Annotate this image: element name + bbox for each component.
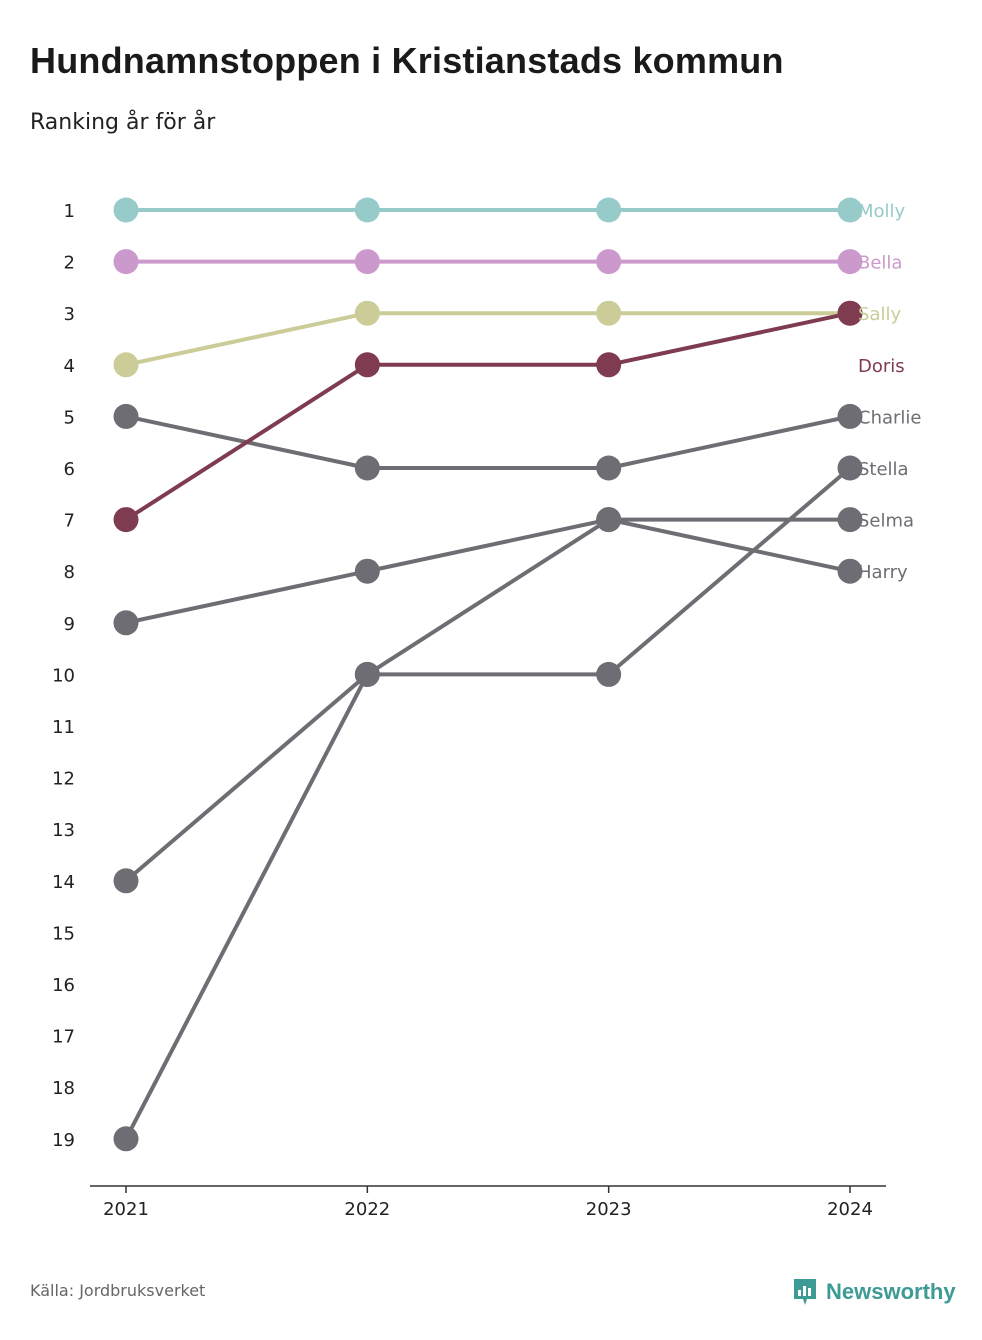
point-molly-2021 bbox=[113, 197, 139, 223]
point-harry-2023 bbox=[596, 507, 622, 533]
series-line-stella bbox=[124, 466, 852, 1141]
y-tick-label: 4 bbox=[64, 356, 75, 377]
series-label-harry: Harry bbox=[858, 562, 908, 583]
y-tick-label: 6 bbox=[64, 459, 75, 480]
brand-name: Newsworthy bbox=[826, 1279, 956, 1304]
series-line-charlie bbox=[124, 414, 852, 470]
point-sally-2023 bbox=[596, 300, 622, 326]
y-tick-label: 19 bbox=[52, 1130, 75, 1151]
point-selma-2022 bbox=[354, 558, 380, 584]
y-tick-label: 14 bbox=[52, 872, 75, 893]
point-doris-2021 bbox=[113, 507, 139, 533]
series-label-bella: Bella bbox=[858, 253, 902, 274]
y-tick-label: 15 bbox=[52, 923, 75, 944]
x-axis: 2021 2022 2023 2024 bbox=[90, 1185, 886, 1220]
brand-logo[interactable]: Newsworthy bbox=[792, 1277, 956, 1307]
y-tick-label: 9 bbox=[64, 614, 75, 635]
series-label-doris: Doris bbox=[858, 356, 905, 377]
series-labels: Molly Bella Sally Charlie Selma Harry Stella Do… bbox=[858, 201, 921, 583]
point-molly-2022 bbox=[354, 197, 380, 223]
point-harry-2024 bbox=[837, 558, 863, 584]
series-line-doris bbox=[124, 311, 852, 522]
y-tick-label: 8 bbox=[64, 562, 75, 583]
series-line-harry bbox=[124, 517, 852, 883]
point-bella-2024 bbox=[837, 249, 863, 275]
y-tick-label: 7 bbox=[64, 511, 75, 532]
y-tick-label: 17 bbox=[52, 1027, 75, 1048]
point-doris-2022 bbox=[354, 352, 380, 378]
x-tick-label: 2024 bbox=[827, 1199, 873, 1220]
y-tick-label: 10 bbox=[52, 665, 75, 686]
point-stella-2022 bbox=[354, 661, 380, 687]
point-charlie-2022 bbox=[354, 455, 380, 481]
series-label-sally: Sally bbox=[858, 304, 901, 325]
y-tick-label: 1 bbox=[64, 201, 75, 222]
point-sally-2022 bbox=[354, 300, 380, 326]
y-tick-label: 3 bbox=[64, 304, 75, 325]
series-label-selma: Selma bbox=[858, 511, 914, 532]
point-bella-2021 bbox=[113, 249, 139, 275]
series-label-molly: Molly bbox=[858, 201, 906, 222]
y-tick-label: 5 bbox=[64, 407, 75, 428]
point-doris-2023 bbox=[596, 352, 622, 378]
x-tick-label: 2022 bbox=[344, 1199, 390, 1220]
y-tick-label: 2 bbox=[64, 253, 75, 274]
point-sally-2021 bbox=[113, 352, 139, 378]
point-bella-2022 bbox=[354, 249, 380, 275]
y-tick-label: 13 bbox=[52, 820, 75, 841]
y-tick-label: 16 bbox=[52, 975, 75, 996]
x-tick-label: 2023 bbox=[586, 1199, 632, 1220]
y-tick-label: 11 bbox=[52, 717, 75, 738]
point-bella-2023 bbox=[596, 249, 622, 275]
point-charlie-2021 bbox=[113, 403, 139, 429]
chart-subtitle: Ranking år för år bbox=[30, 110, 216, 135]
newsworthy-logo-icon bbox=[794, 1279, 816, 1305]
point-doris-2024 bbox=[837, 300, 863, 326]
series-line-sally bbox=[124, 311, 852, 367]
point-stella-2024 bbox=[837, 455, 863, 481]
series-line-selma bbox=[124, 517, 852, 625]
point-selma-2021 bbox=[113, 610, 139, 636]
point-charlie-2023 bbox=[596, 455, 622, 481]
point-charlie-2024 bbox=[837, 403, 863, 429]
y-tick-label: 12 bbox=[52, 769, 75, 790]
point-stella-2023 bbox=[596, 661, 622, 687]
series-label-charlie: Charlie bbox=[858, 407, 921, 428]
chart-title: Hundnamnstoppen i Kristianstads kommun bbox=[30, 40, 784, 81]
series-points bbox=[113, 197, 863, 1152]
series-label-stella: Stella bbox=[858, 459, 909, 480]
point-stella-2021 bbox=[113, 1126, 139, 1152]
source-note: Källa: Jordbruksverket bbox=[30, 1281, 206, 1300]
y-tick-label: 18 bbox=[52, 1078, 75, 1099]
point-molly-2024 bbox=[837, 197, 863, 223]
point-harry-2021 bbox=[113, 868, 139, 894]
point-selma-2024 bbox=[837, 507, 863, 533]
point-molly-2023 bbox=[596, 197, 622, 223]
series-lines bbox=[124, 208, 852, 1141]
x-tick-label: 2021 bbox=[103, 1199, 149, 1220]
